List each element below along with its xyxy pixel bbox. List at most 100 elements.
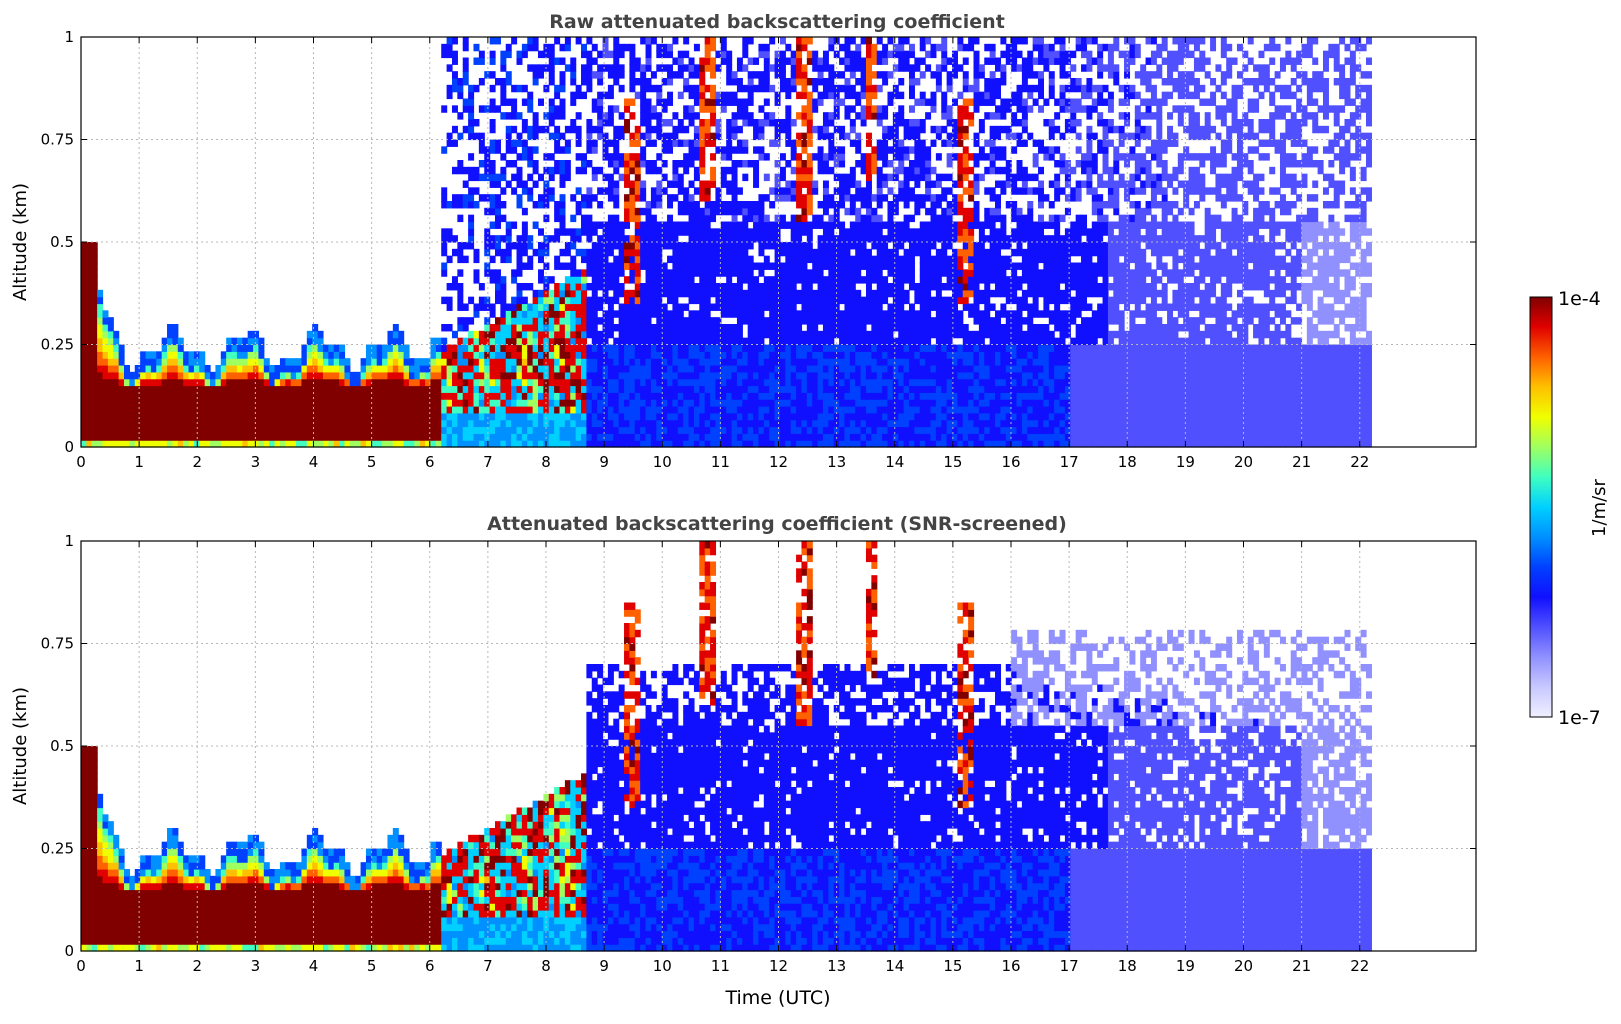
heatmap-cell	[554, 283, 561, 291]
heatmap-cell	[107, 392, 114, 400]
heatmap-cell	[91, 324, 98, 332]
heatmap-cell	[489, 235, 496, 243]
heatmap-cell	[613, 406, 620, 414]
heatmap-cell	[527, 344, 534, 352]
heatmap-cell	[656, 351, 663, 359]
heatmap-cell	[640, 221, 647, 229]
heatmap-cell	[855, 262, 862, 270]
heatmap-cell	[113, 351, 120, 359]
heatmap-cell	[720, 269, 727, 277]
heatmap-cell	[392, 365, 399, 373]
heatmap-cell	[898, 289, 905, 298]
heatmap-cell	[844, 228, 851, 236]
heatmap-cell	[839, 43, 846, 52]
heatmap-cell	[91, 289, 98, 298]
heatmap-cell	[855, 317, 862, 325]
heatmap-cell	[758, 392, 765, 400]
heatmap-cell	[640, 78, 647, 86]
heatmap-cell	[860, 330, 867, 339]
heatmap-cell	[720, 221, 727, 229]
heatmap-cell	[102, 344, 109, 352]
heatmap-cell	[726, 344, 733, 352]
heatmap-cell	[570, 371, 577, 380]
heatmap-cell	[462, 324, 469, 332]
heatmap-cell	[774, 132, 781, 141]
heatmap-cell	[849, 71, 856, 79]
heatmap-cell	[177, 433, 184, 441]
heatmap-cell	[570, 91, 577, 100]
heatmap-cell	[624, 221, 631, 229]
heatmap-cell	[688, 221, 695, 229]
heatmap-cell	[753, 214, 760, 223]
heatmap-cell	[161, 406, 168, 414]
heatmap-cell	[457, 365, 464, 373]
heatmap-cell	[263, 392, 270, 400]
heatmap-cell	[704, 187, 711, 195]
heatmap-cell	[828, 71, 835, 79]
heatmap-cell	[500, 440, 507, 448]
heatmap-cell	[204, 399, 211, 407]
heatmap-cell	[753, 365, 760, 373]
heatmap-cell	[446, 283, 453, 291]
heatmap-cell	[387, 378, 394, 387]
heatmap-cell	[876, 412, 883, 421]
heatmap-cell	[435, 371, 442, 380]
heatmap-cell	[538, 289, 544, 298]
heatmap-cell	[258, 406, 265, 414]
heatmap-cell	[462, 255, 469, 264]
heatmap-cell	[538, 194, 544, 202]
heatmap-cell	[581, 160, 587, 168]
heatmap-cell	[392, 426, 399, 434]
heatmap-cell	[806, 91, 813, 100]
heatmap-cell	[624, 371, 631, 380]
heatmap-cell	[801, 255, 808, 264]
heatmap-cell	[860, 160, 867, 168]
heatmap-cell	[247, 419, 254, 428]
heatmap-cell	[97, 317, 104, 325]
heatmap-cell	[844, 392, 851, 400]
heatmap-cell	[876, 201, 883, 209]
heatmap-cell	[306, 344, 313, 352]
heatmap-cell	[586, 37, 593, 45]
heatmap-cell	[914, 78, 921, 86]
heatmap-cell	[177, 385, 184, 393]
heatmap-cell	[414, 399, 421, 407]
heatmap-cell	[473, 351, 480, 359]
heatmap-cell	[597, 119, 604, 127]
heatmap-cell	[484, 344, 491, 352]
heatmap-cell	[538, 201, 544, 209]
heatmap-cell	[586, 406, 593, 414]
heatmap-cell	[742, 214, 749, 223]
heatmap-cell	[715, 50, 722, 59]
heatmap-cell	[667, 78, 674, 86]
heatmap-cell	[473, 378, 480, 387]
heatmap-cell	[102, 440, 109, 448]
heatmap-cell	[645, 303, 652, 311]
heatmap-cell	[532, 132, 539, 141]
heatmap-cell	[677, 207, 684, 216]
heatmap-cell	[124, 419, 130, 428]
heatmap-cell	[344, 412, 351, 421]
heatmap-cell	[801, 160, 808, 168]
heatmap-cell	[833, 262, 840, 270]
heatmap-cell	[607, 276, 614, 284]
heatmap-cell	[435, 406, 442, 414]
heatmap-cell	[543, 125, 550, 134]
heatmap-cell	[882, 248, 889, 257]
heatmap-cell	[548, 71, 555, 79]
heatmap-cell	[468, 194, 475, 202]
heatmap-cell	[484, 330, 491, 339]
heatmap-cell	[446, 433, 453, 441]
heatmap-cell	[812, 406, 819, 414]
heatmap-cell	[489, 324, 496, 332]
heatmap-cell	[161, 358, 168, 366]
heatmap-cell	[387, 344, 394, 352]
heatmap-cell	[683, 392, 690, 400]
heatmap-cell	[822, 180, 829, 188]
heatmap-cell	[484, 365, 491, 373]
heatmap-cell	[688, 310, 695, 318]
heatmap-cell	[693, 214, 700, 223]
heatmap-cell	[661, 50, 668, 59]
heatmap-cell	[871, 330, 878, 339]
heatmap-cell	[634, 365, 641, 373]
